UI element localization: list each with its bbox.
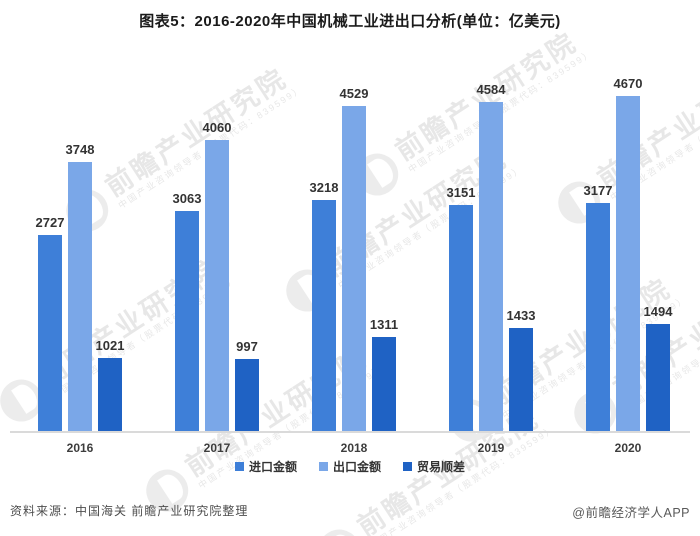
bar-value-label: 3151 [446, 185, 476, 200]
bar-value-label: 2727 [35, 215, 65, 230]
bar-value-label: 1311 [369, 317, 399, 332]
bar-import-2020 [586, 203, 610, 431]
legend-item-surplus: 贸易顺差 [403, 458, 465, 475]
bar-value-label: 4584 [476, 82, 506, 97]
plot-area: 2727 3748 1021 2016 3063 4060 997 2017 3218 4529 1… [0, 60, 700, 455]
watermark-logo-icon [310, 521, 369, 536]
legend-label: 进口金额 [248, 460, 297, 474]
chart-title: 图表5：2016-2020年中国机械工业进出口分析(单位：亿美元) [139, 13, 561, 30]
bar-value-label: 4670 [613, 76, 643, 91]
x-axis-label: 2017 [203, 441, 231, 455]
legend-label: 出口金额 [332, 460, 381, 474]
bar-value-label: 3063 [172, 191, 202, 206]
bar-value-label: 1433 [506, 308, 536, 323]
legend-label: 贸易顺差 [417, 460, 466, 474]
bar-value-label: 4060 [202, 120, 232, 135]
bar-surplus-2016 [98, 358, 122, 431]
x-axis-label: 2018 [340, 441, 368, 455]
legend-swatch-icon [318, 462, 328, 471]
x-axis-label: 2019 [477, 441, 505, 455]
x-axis-line [10, 431, 690, 433]
bar-export-2018 [342, 106, 366, 431]
bar-value-label: 3748 [65, 142, 95, 157]
bar-value-label: 4529 [339, 86, 369, 101]
bar-import-2017 [175, 211, 199, 431]
x-axis-label: 2016 [66, 441, 94, 455]
credit-note: @前瞻经济学人APP [572, 506, 690, 520]
bar-surplus-2017 [235, 359, 259, 431]
bar-export-2016 [68, 162, 92, 431]
bar-import-2019 [449, 205, 473, 431]
bar-surplus-2018 [372, 337, 396, 431]
source-note: 资料来源：中国海关 前瞻产业研究院整理 [10, 504, 249, 518]
bar-value-label: 1021 [95, 338, 125, 353]
legend-item-export: 出口金额 [318, 458, 381, 475]
legend-item-import: 进口金额 [234, 458, 297, 475]
bar-value-label: 3218 [309, 180, 339, 195]
bar-surplus-2020 [646, 324, 670, 431]
bar-export-2020 [616, 96, 640, 431]
bar-export-2019 [479, 102, 503, 431]
bar-value-label: 3177 [583, 183, 613, 198]
bar-surplus-2019 [509, 328, 533, 431]
bar-export-2017 [205, 140, 229, 431]
legend-swatch-icon [234, 462, 244, 471]
bar-value-label: 997 [236, 339, 258, 354]
bar-import-2016 [38, 235, 62, 431]
x-axis-label: 2020 [614, 441, 642, 455]
bar-import-2018 [312, 200, 336, 431]
bar-value-label: 1494 [643, 304, 673, 319]
legend: 进口金额 出口金额 贸易顺差 [0, 458, 700, 475]
legend-swatch-icon [403, 462, 412, 471]
